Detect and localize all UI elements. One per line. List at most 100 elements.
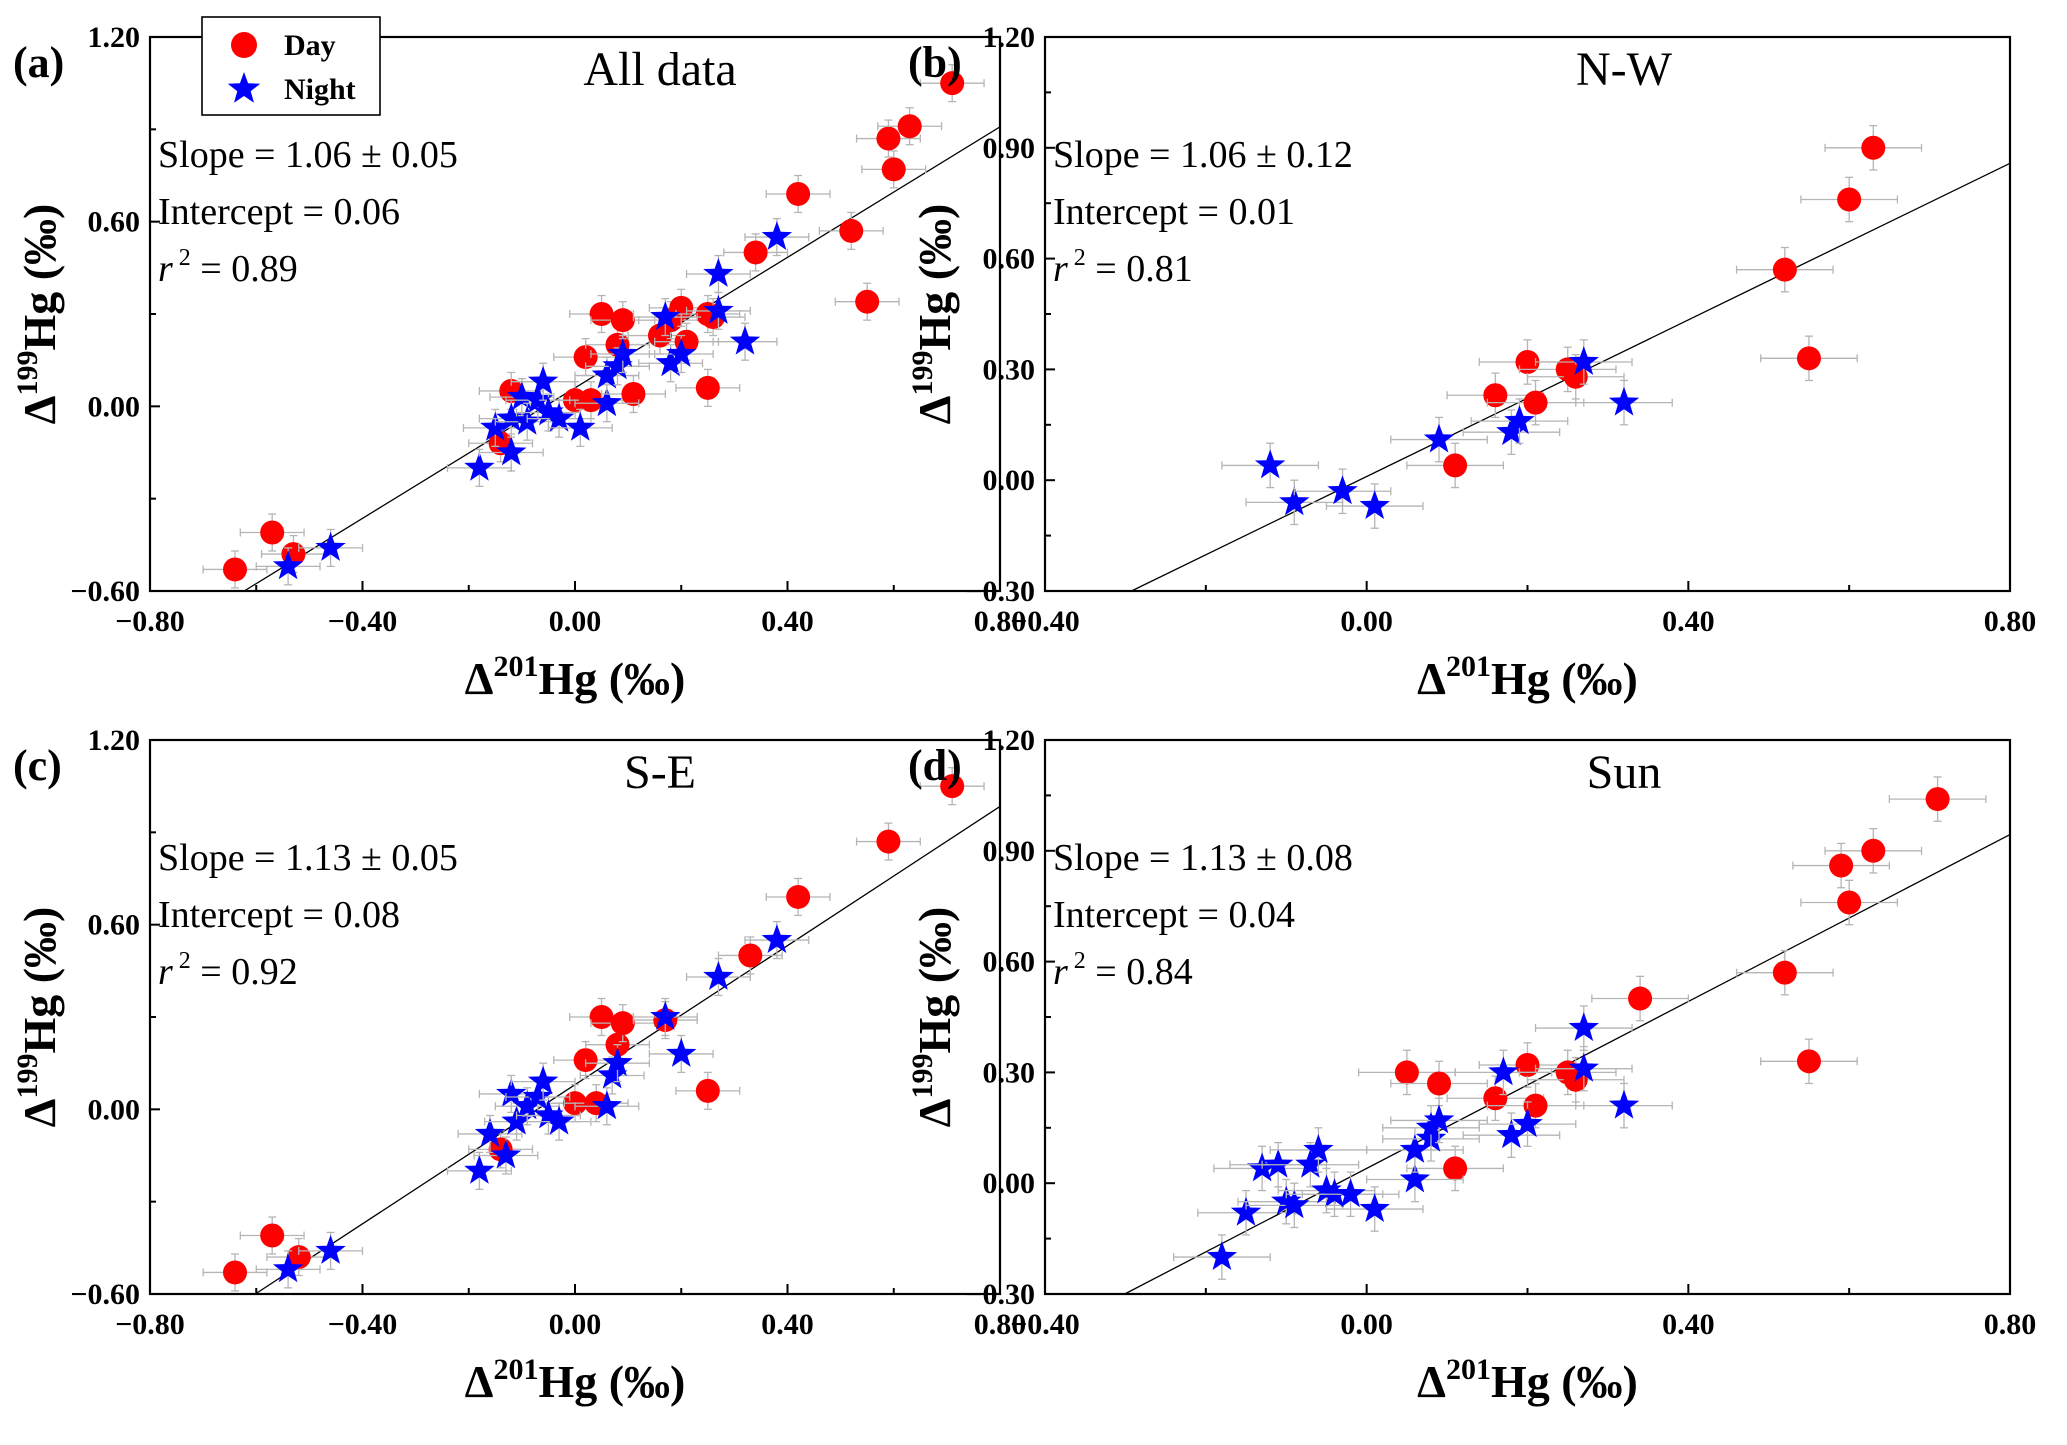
- panel-label: (c): [13, 741, 62, 790]
- data-point-night: [1608, 386, 1640, 416]
- x-tick-label: 0.80: [1984, 1308, 2037, 1341]
- x-tick-label: 0.40: [1662, 1308, 1715, 1341]
- data-point-day: [1515, 350, 1540, 375]
- data-point-night: [496, 436, 527, 466]
- x-tick-label: 0.40: [761, 605, 814, 638]
- data-point-night: [703, 258, 734, 287]
- stats-line: Intercept = 0.06: [158, 191, 400, 233]
- data-point-day: [1563, 364, 1588, 389]
- data-point-day: [881, 157, 906, 182]
- series-night: [1221, 339, 1673, 529]
- data-point-night: [474, 1118, 506, 1147]
- data-point-night: [272, 1253, 304, 1283]
- data-point-day: [260, 520, 285, 545]
- panel-title: Sun: [1587, 746, 1662, 799]
- data-point-night: [591, 387, 623, 417]
- x-tick-label: −0.40: [328, 1308, 398, 1341]
- y-tick-label: 0.00: [983, 1167, 1036, 1200]
- y-tick-label: 0.90: [983, 132, 1036, 165]
- y-axis-label: Δ199Hg (‰): [906, 907, 960, 1128]
- y-tick-label: 0.00: [88, 1093, 141, 1126]
- x-tick-label: 0.00: [549, 1308, 602, 1341]
- y-tick-label: −0.30: [965, 575, 1035, 608]
- x-tick-label: 0.00: [1340, 605, 1393, 638]
- data-point-day: [855, 289, 880, 314]
- y-axis-label: Δ199Hg (‰): [906, 204, 960, 425]
- data-point-day: [1483, 383, 1508, 408]
- panel-d: −0.40 0.00 0.40 0.80−0.300.000.300.600.901.…: [906, 724, 2036, 1407]
- data-point-night: [597, 1059, 628, 1089]
- legend: Day Night: [201, 16, 381, 116]
- y-tick-label: 0.30: [983, 1056, 1036, 1089]
- data-point-day: [610, 1011, 635, 1036]
- data-point-day: [1925, 787, 1950, 812]
- stats-line: Slope = 1.13 ± 0.08: [1053, 837, 1353, 879]
- panel-c: −0.80 −0.40 0.00 0.40 0.80 −0.60 0.00 0.60 1.20 (…: [11, 724, 1026, 1407]
- data-point-night: [655, 347, 686, 377]
- data-point-night: [1359, 490, 1390, 519]
- data-point-night: [1263, 1148, 1294, 1178]
- data-point-night: [506, 381, 538, 410]
- data-point-night: [501, 1105, 532, 1135]
- data-point-night: [1303, 1134, 1334, 1163]
- x-tick-label: −0.80: [115, 605, 185, 638]
- data-point-night: [703, 961, 734, 990]
- data-point-night: [650, 301, 681, 330]
- y-tick-label: 0.60: [983, 946, 1036, 979]
- data-point-night: [1279, 1189, 1310, 1219]
- data-point-night: [1230, 1196, 1262, 1226]
- plot-frame: [1043, 35, 2012, 593]
- data-point-night: [1496, 1119, 1527, 1149]
- data-point-night: [729, 325, 761, 355]
- y-tick-label: −0.60: [70, 1278, 140, 1311]
- panel-label: (a): [13, 38, 64, 87]
- y-tick-label: 0.00: [88, 390, 141, 423]
- data-point-day: [260, 1223, 285, 1248]
- data-point-night: [315, 1234, 346, 1264]
- data-point-day: [1861, 838, 1886, 863]
- data-point-day: [589, 1005, 614, 1029]
- y-tick-label: 0.60: [88, 909, 141, 942]
- data-point-day: [1523, 390, 1548, 415]
- series-day: [1406, 124, 1923, 489]
- data-point-night: [543, 1105, 575, 1135]
- data-point-night: [1568, 346, 1599, 375]
- data-point-day: [589, 302, 614, 326]
- data-point-day: [1443, 1156, 1468, 1181]
- data-point-night: [1279, 486, 1310, 516]
- data-point-night: [602, 1047, 633, 1077]
- data-point-day: [786, 181, 811, 206]
- data-point-night: [1568, 1012, 1599, 1041]
- y-tick-label: 0.90: [983, 835, 1036, 868]
- data-point-night: [1568, 1052, 1599, 1082]
- data-point-night: [761, 221, 793, 250]
- panel-title: All data: [583, 43, 736, 96]
- y-axis-label: Δ199Hg (‰): [11, 204, 65, 425]
- legend-box: [201, 16, 381, 116]
- panel-title: S-E: [624, 746, 696, 799]
- data-point-night: [1399, 1134, 1431, 1163]
- data-point-day: [738, 943, 763, 968]
- data-point-day: [940, 774, 965, 799]
- data-point-day: [1515, 1053, 1540, 1078]
- panel-label: (d): [908, 741, 962, 790]
- data-point-day: [223, 1260, 247, 1285]
- legend-night-label: Night: [284, 73, 356, 106]
- data-point-day: [610, 308, 635, 333]
- y-tick-label: −0.60: [70, 575, 140, 608]
- series-night: [255, 217, 810, 586]
- data-point-day: [1443, 453, 1468, 478]
- plot-frame: [1043, 738, 2012, 1296]
- data-point-night: [666, 338, 697, 367]
- data-point-night: [496, 402, 527, 432]
- y-tick-label: 1.20: [983, 21, 1036, 54]
- data-point-night: [533, 1099, 564, 1129]
- data-point-night: [602, 350, 633, 380]
- data-point-day: [1829, 853, 1854, 878]
- x-tick-label: −0.40: [1010, 605, 1080, 638]
- data-point-day: [1394, 1060, 1419, 1085]
- stats-line: Slope = 1.06 ± 0.12: [1053, 134, 1353, 176]
- data-point-night: [650, 1001, 681, 1030]
